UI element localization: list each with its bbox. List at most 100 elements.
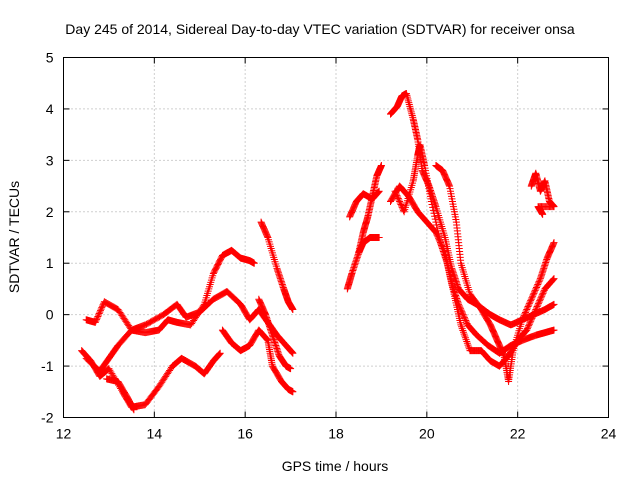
data-point (458, 323, 466, 331)
data-point (532, 306, 540, 313)
data-point (91, 318, 99, 326)
data-point (459, 328, 467, 336)
data-point (434, 227, 442, 235)
data-point (250, 259, 258, 267)
y-tick-label: -2 (41, 410, 54, 426)
data-point (521, 310, 529, 318)
data-point (397, 200, 405, 208)
data-point (396, 198, 404, 205)
data-point (540, 288, 548, 296)
chart-title: Day 245 of 2014, Sidereal Day-to-day VTE… (65, 21, 575, 37)
data-point (461, 332, 469, 340)
y-axis-label: SDTVAR / TECUs (6, 181, 22, 293)
y-tick-label: 4 (46, 101, 54, 117)
data-point (532, 285, 540, 293)
data-point (529, 313, 537, 321)
data-point (93, 314, 101, 322)
data-point (524, 303, 532, 311)
data-series (78, 90, 558, 414)
data-point (428, 200, 436, 208)
data-point (392, 190, 400, 198)
series-8 (343, 162, 385, 293)
y-tick-label: 1 (46, 255, 54, 271)
data-point (529, 291, 537, 299)
data-point (216, 349, 224, 357)
series-11 (387, 90, 558, 329)
data-point (462, 318, 470, 326)
data-point (531, 288, 539, 296)
data-point (199, 302, 207, 310)
data-point (532, 283, 540, 291)
data-point (535, 298, 543, 306)
data-point (287, 365, 295, 373)
data-point (550, 326, 558, 334)
data-point (523, 306, 531, 313)
data-point (377, 162, 385, 169)
data-point (528, 294, 536, 302)
y-tick-label: 2 (46, 204, 54, 220)
data-point (539, 210, 547, 218)
data-point (436, 236, 444, 244)
data-point (525, 300, 533, 308)
series-7 (103, 375, 138, 414)
data-point (529, 292, 537, 300)
data-point (527, 295, 535, 303)
data-point (396, 199, 404, 207)
data-point (549, 276, 557, 284)
data-point (522, 307, 530, 315)
data-point (535, 278, 543, 286)
grid-lines (63, 57, 609, 418)
data-point (531, 286, 539, 294)
data-point (523, 326, 531, 334)
data-point (432, 218, 440, 226)
data-point (458, 325, 466, 333)
series-3 (82, 246, 258, 375)
y-tick-label: 5 (46, 50, 54, 66)
data-point (521, 308, 529, 316)
data-point (459, 309, 467, 317)
data-point (394, 193, 402, 201)
data-point (527, 316, 535, 324)
data-point (549, 275, 557, 283)
data-point (462, 317, 470, 325)
data-point (519, 314, 527, 322)
data-point (538, 291, 546, 299)
x-tick-label: 18 (328, 426, 344, 442)
data-point (525, 320, 533, 328)
series-6 (255, 295, 295, 373)
data-point (431, 215, 439, 223)
data-point (130, 406, 138, 414)
x-tick-label: 14 (147, 426, 163, 442)
data-point (398, 202, 406, 210)
data-point (433, 224, 441, 232)
data-point (95, 310, 103, 318)
data-point (435, 230, 443, 238)
data-point (461, 315, 469, 323)
data-point (527, 317, 535, 325)
data-point (536, 276, 544, 284)
data-point (457, 306, 465, 314)
data-point (463, 337, 471, 345)
x-axis-label: GPS time / hours (282, 458, 389, 474)
data-point (393, 192, 401, 200)
data-point (550, 275, 558, 283)
data-point (429, 206, 437, 214)
x-tick-label: 20 (419, 426, 435, 442)
data-point (394, 195, 402, 203)
data-point (539, 289, 547, 297)
series-2 (78, 347, 224, 411)
data-point (429, 203, 437, 211)
data-point (536, 295, 544, 303)
data-point (537, 294, 545, 302)
data-point (375, 234, 383, 241)
data-point (289, 349, 297, 357)
x-tick-label: 16 (237, 426, 253, 442)
y-tick-label: 3 (46, 152, 54, 168)
series-5 (218, 326, 297, 396)
y-tick-label: -1 (41, 358, 54, 374)
data-point (534, 300, 542, 308)
x-tick-label: 24 (601, 426, 617, 442)
data-point (463, 339, 471, 347)
data-point (92, 317, 100, 325)
series-15 (527, 169, 558, 218)
